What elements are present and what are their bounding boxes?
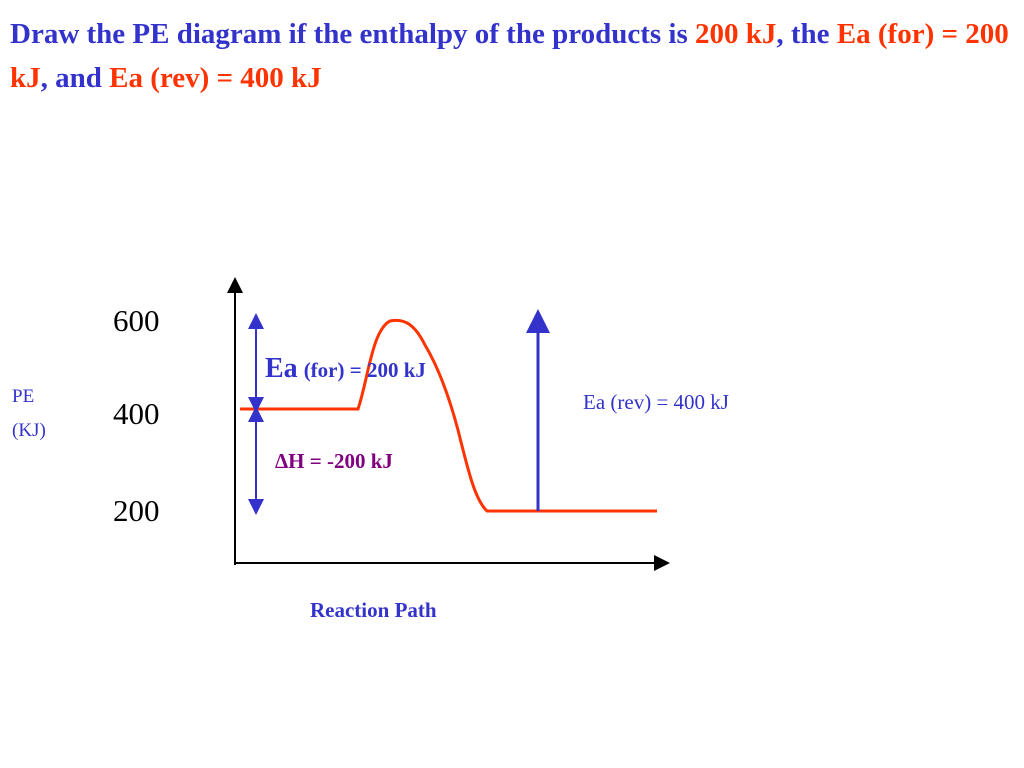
energy-curve xyxy=(240,318,657,513)
y-axis-title: PE xyxy=(12,386,34,407)
title: Draw the PE diagram if the enthalpy of t… xyxy=(10,12,1020,100)
title-segment: , and xyxy=(40,62,110,94)
x-axis-title: Reaction Path xyxy=(310,598,437,622)
y-axis-title: (KJ) xyxy=(12,420,46,441)
y-value: 600 xyxy=(113,303,160,338)
ea-forward-label: Ea (for) = 200 kJ xyxy=(265,353,426,384)
title-segment: 200 kJ xyxy=(694,18,777,50)
y-value: 200 xyxy=(113,493,160,528)
ea-symbol: Ea xyxy=(265,353,298,384)
title-segment: Ea (for) = 200 kJ xyxy=(10,18,1017,94)
title-segment: Ea (rev) = 400 kJ xyxy=(109,62,322,94)
ea-reverse-label: Ea (rev) = 400 kJ xyxy=(583,390,729,414)
title-segment: Draw the PE diagram if the enthalpy of t… xyxy=(10,18,695,50)
ea-forward-text: (for) = 200 kJ xyxy=(304,358,426,382)
delta-h-label: ΔH = -200 kJ xyxy=(275,449,393,473)
y-value: 400 xyxy=(113,396,160,431)
title-segment: , the xyxy=(776,18,837,50)
